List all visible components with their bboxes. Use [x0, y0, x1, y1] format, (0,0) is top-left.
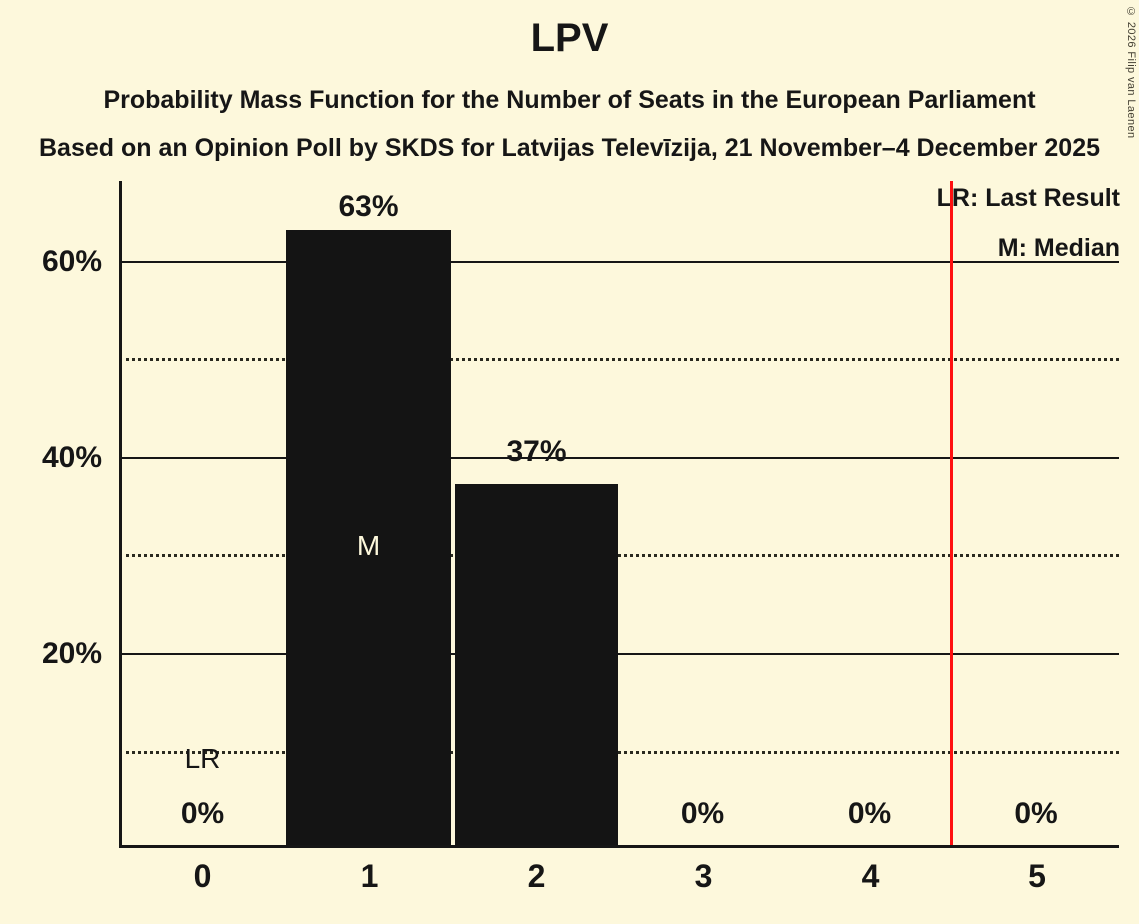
y-axis-label-40: 40% — [41, 441, 102, 474]
x-axis-tick-4: 4 — [861, 858, 880, 894]
bar-category-1[interactable] — [286, 230, 451, 845]
legend-median: M: Median — [997, 234, 1120, 262]
x-axis-tick-2: 2 — [527, 858, 546, 894]
x-axis-tick-5: 5 — [1028, 858, 1046, 894]
gridline-30 — [119, 554, 1119, 557]
bar-label-1: 63% — [338, 190, 399, 223]
gridline-20 — [119, 653, 1119, 655]
y-axis-label-60: 60% — [41, 245, 102, 278]
plot-area: M LR 0% 63% 37% 0% 0% 0% — [119, 181, 1119, 848]
y-axis-line — [119, 181, 122, 848]
x-axis-line — [119, 845, 1119, 848]
y-axis-label-20: 20% — [41, 637, 102, 670]
legend-last-result: LR: Last Result — [936, 184, 1120, 212]
gridline-60 — [119, 261, 1119, 263]
bar-label-3: 0% — [680, 797, 725, 830]
gridline-10 — [119, 751, 1119, 754]
x-axis-tick-0: 0 — [193, 858, 212, 894]
copyright-notice: © 2026 Filip van Laenen — [1125, 6, 1137, 139]
bar-label-5: 0% — [1014, 797, 1058, 830]
bar-label-2: 37% — [506, 435, 567, 468]
chart-subtitle: Probability Mass Function for the Number… — [103, 86, 1036, 114]
bar-category-2[interactable] — [455, 484, 618, 845]
chart-source-line: Based on an Opinion Poll by SKDS for Lat… — [38, 134, 1101, 162]
x-axis-tick-1: 1 — [360, 858, 379, 894]
page-title: LPV — [530, 16, 609, 60]
bar-label-0: 0% — [180, 797, 225, 830]
last-result-line — [950, 181, 953, 848]
gridline-50 — [119, 358, 1119, 361]
bar-label-4: 0% — [847, 797, 892, 830]
gridline-40 — [119, 457, 1119, 459]
last-result-marker: LR — [184, 743, 221, 774]
median-marker: M — [356, 530, 381, 561]
x-axis-tick-3: 3 — [694, 858, 713, 894]
